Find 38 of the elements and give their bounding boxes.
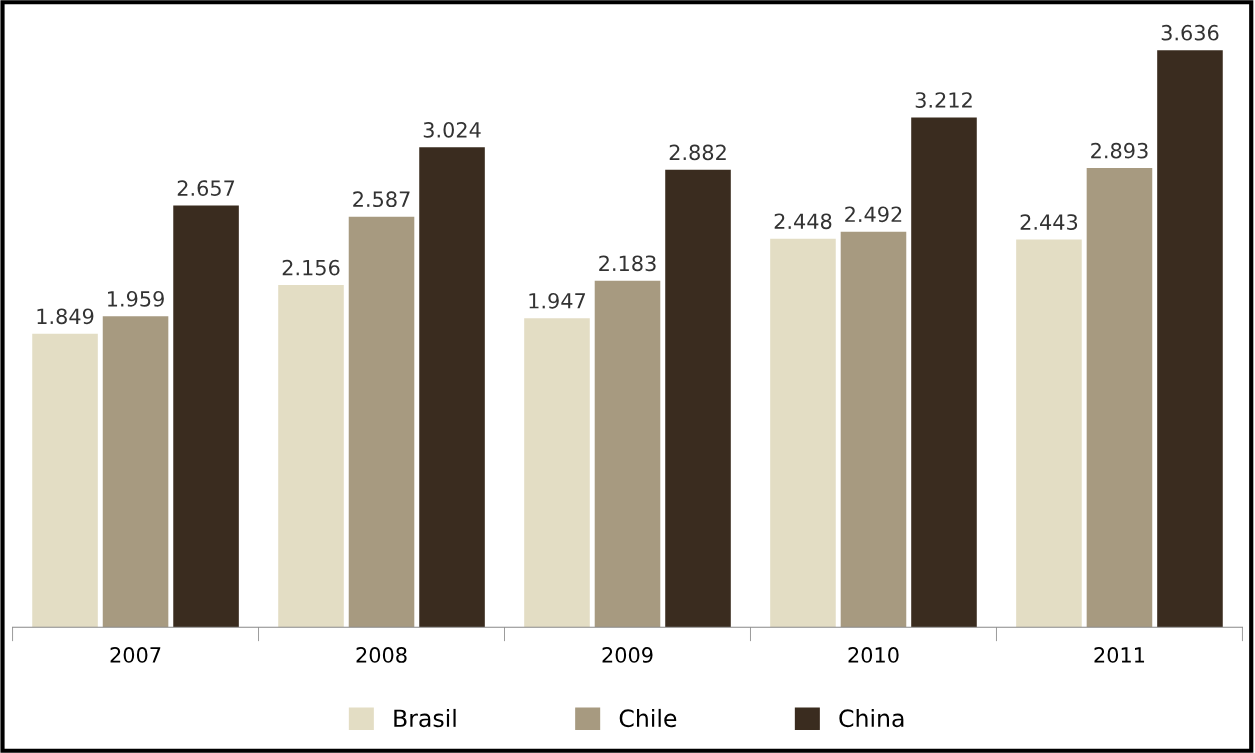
bar — [1086, 168, 1153, 628]
bar — [840, 231, 907, 628]
x-tick-label: 2011 — [1094, 647, 1145, 663]
data-label: 2.882 — [669, 144, 726, 161]
data-label: 2.587 — [353, 191, 410, 208]
data-label: 2.448 — [774, 213, 832, 230]
data-label: 1.849 — [37, 308, 94, 325]
bar — [348, 216, 415, 628]
bar — [911, 117, 977, 628]
data-label: 3.024 — [423, 121, 481, 138]
data-label: 2.183 — [599, 255, 656, 272]
x-tick-label: 2007 — [110, 647, 161, 663]
bar — [1157, 50, 1223, 628]
data-label: 3.212 — [915, 92, 972, 108]
legend-label: Chile — [619, 708, 677, 728]
data-label: 1.947 — [529, 292, 586, 309]
legend-label: Brasil — [394, 708, 456, 728]
x-tick-label: 2010 — [848, 647, 899, 663]
legend-label: China — [839, 708, 904, 728]
data-label: 1.959 — [108, 290, 164, 307]
data-label: 3.636 — [1161, 24, 1219, 41]
bar — [173, 205, 239, 628]
data-label: 2.893 — [1091, 142, 1148, 159]
x-tick-label: 2009 — [602, 647, 653, 663]
data-label: 2.657 — [177, 180, 235, 196]
bar — [594, 280, 661, 628]
bar — [102, 316, 169, 628]
bar — [278, 285, 344, 628]
x-tick-label: 2008 — [356, 647, 407, 663]
data-label: 2.492 — [845, 206, 902, 223]
bar — [665, 169, 731, 628]
bar — [770, 238, 836, 628]
bar — [419, 147, 485, 628]
bar — [1016, 239, 1082, 628]
bar — [524, 318, 590, 628]
bar — [32, 333, 98, 628]
data-label: 2.156 — [282, 259, 340, 276]
data-label: 2.443 — [1020, 214, 1078, 230]
